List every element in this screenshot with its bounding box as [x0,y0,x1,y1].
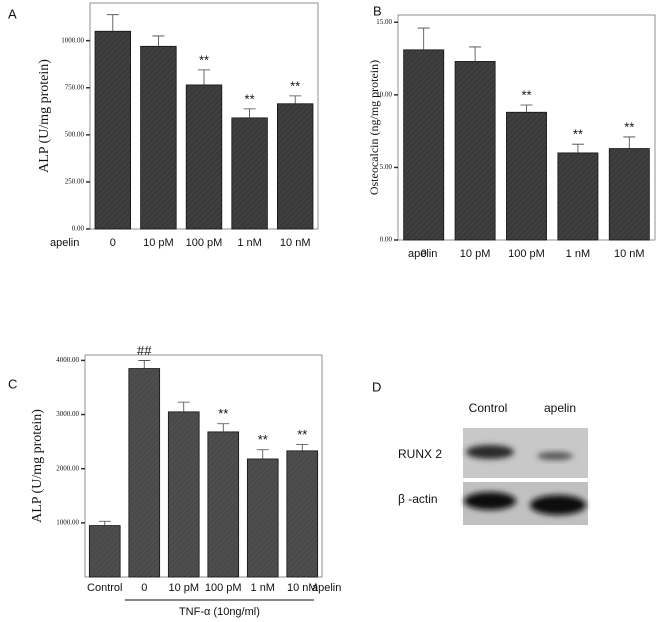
bar-texture [455,61,496,240]
y-tick-label: 0.00 [72,225,85,233]
row-label: β -actin [398,492,438,506]
error-bar [417,27,430,50]
panel-label: C [8,376,17,391]
x-tick-label: 10 pM [143,237,174,249]
plot-frame [84,354,323,578]
significance-label: ** [573,127,583,142]
bar-texture [506,112,547,240]
bar-texture [186,84,222,229]
error-bar [138,360,151,369]
row-label: RUNX 2 [398,447,442,461]
error-bar [217,423,230,432]
y-tick-label: 1000.00 [56,518,79,526]
group-label: TNF-α (10ng/ml) [179,606,260,618]
x-tick-label: 0 [421,248,427,260]
x-tick-label: 100 pM [186,237,223,249]
y-tick-label: 10.00 [376,90,392,98]
x-tick-label: 0 [110,237,116,249]
error-bar [520,104,533,113]
significance-label: ** [218,406,228,421]
bar-texture [403,49,444,240]
error-bar [289,95,302,104]
bar-texture [168,411,200,577]
lane-label: apelin [544,401,576,415]
y-tick-label: 4000.00 [56,356,79,364]
bar-texture [277,103,313,229]
blot-panel: D Control apelin RUNX 2 β -actin [372,379,588,525]
x-tick-label: 100 pM [205,582,242,594]
error-bar [243,108,256,118]
x-tick-label: 10 nM [614,248,645,260]
significance-label: ** [521,87,531,102]
x-axis-label: apelin [312,582,341,594]
x-tick-label: Control [87,582,122,594]
panel-label: D [372,379,381,394]
x-tick-label: 1 nM [566,248,590,260]
x-axis-label: apelin [408,248,437,260]
error-bar [469,46,482,62]
bar-texture [89,525,121,577]
band [464,492,516,510]
significance-label: ** [199,52,209,67]
panel-label: B [373,3,382,18]
bar-texture [140,46,177,229]
y-tick-label: 0.00 [380,236,393,244]
y-tick-label: 250.00 [65,178,85,186]
bar-texture [95,31,131,229]
y-tick-label: 2000.00 [56,464,79,472]
y-tick-label: 500.00 [65,130,85,138]
error-bar [152,35,165,47]
error-bar [256,449,269,459]
y-axis-label: Osteocalcin (ng/mg protein) [367,60,381,195]
x-tick-label: 0 [141,582,147,594]
bar-texture [557,152,598,240]
x-tick-label: 10 nM [280,237,311,249]
significance-label: ** [297,427,307,442]
y-tick-label: 3000.00 [56,410,79,418]
x-tick-label: 10 pM [460,248,491,260]
error-bar [106,14,119,32]
x-tick-label: 1 nM [237,237,261,249]
x-tick-label: 10 pM [168,582,199,594]
bar-texture [286,450,318,577]
bar-texture [609,148,650,240]
y-tick-label: 750.00 [65,83,85,91]
band [537,452,573,460]
error-bar [177,401,190,412]
bar-texture [128,368,160,577]
y-axis-label: ALP (U/mg protein) [37,59,52,173]
significance-label: ** [245,91,255,106]
error-bar [571,143,584,153]
y-tick-label: 1000.00 [61,36,84,44]
y-axis-label: ALP (U/mg protein) [30,409,45,523]
x-tick-label: 10 nM [287,582,318,594]
bar-texture [231,117,268,229]
significance-label: ** [258,432,268,447]
y-tick-label: 5.00 [380,163,393,171]
error-bar [623,136,636,149]
x-tick-label: 100 pM [508,248,545,260]
significance-label: ## [137,343,152,358]
lane-label: Control [469,401,508,415]
error-bar [198,69,210,85]
significance-label: ** [624,119,634,134]
x-tick-label: 1 nM [251,582,275,594]
band [530,495,586,515]
error-bar [98,520,111,526]
error-bar [296,443,309,451]
x-axis-label: apelin [50,237,79,249]
bar-texture [247,458,279,577]
panel-label: A [8,6,17,21]
y-tick-label: 15.00 [376,18,392,26]
significance-label: ** [290,78,300,93]
bar-texture [207,431,239,577]
band [466,445,514,459]
